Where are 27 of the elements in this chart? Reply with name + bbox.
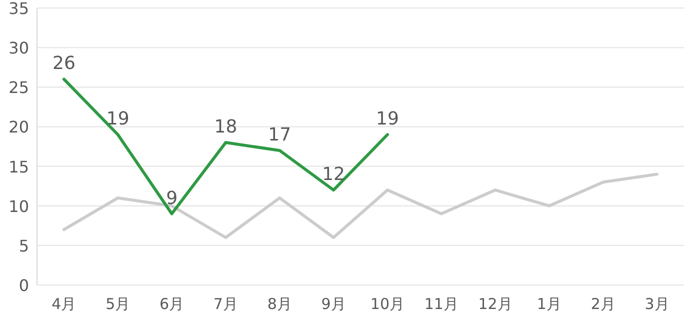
data-label: 9 — [166, 188, 178, 209]
xtick-label: 6月 — [160, 295, 184, 313]
data-label: 26 — [52, 53, 76, 74]
ytick-label: 0 — [18, 276, 29, 295]
data-label: 19 — [376, 108, 399, 130]
data-label: 17 — [268, 124, 292, 146]
xtick-label: 5月 — [106, 295, 130, 313]
xtick-label: 9月 — [321, 295, 346, 313]
data-label: 18 — [214, 116, 238, 138]
data-label: 19 — [106, 108, 130, 130]
xtick-label: 3月 — [644, 295, 670, 313]
ytick-label: 25 — [8, 78, 29, 98]
ytick-label: 15 — [8, 157, 29, 176]
ytick-label: 5 — [18, 236, 29, 256]
xtick-label: 12月 — [478, 295, 512, 313]
xtick-label: 10月 — [370, 295, 404, 313]
xtick-label: 1月 — [536, 295, 562, 313]
xtick-label: 7月 — [213, 295, 238, 313]
xtick-label: 11月 — [424, 295, 458, 313]
data-label: 12 — [322, 164, 345, 186]
ytick-label: 30 — [8, 38, 29, 58]
xtick-label: 8月 — [267, 295, 292, 313]
xtick-label: 2月 — [590, 295, 616, 313]
xtick-label: 4月 — [52, 295, 76, 313]
ytick-label: 10 — [8, 196, 29, 216]
ytick-label: 35 — [8, 0, 29, 18]
ytick-label: 20 — [8, 118, 29, 137]
